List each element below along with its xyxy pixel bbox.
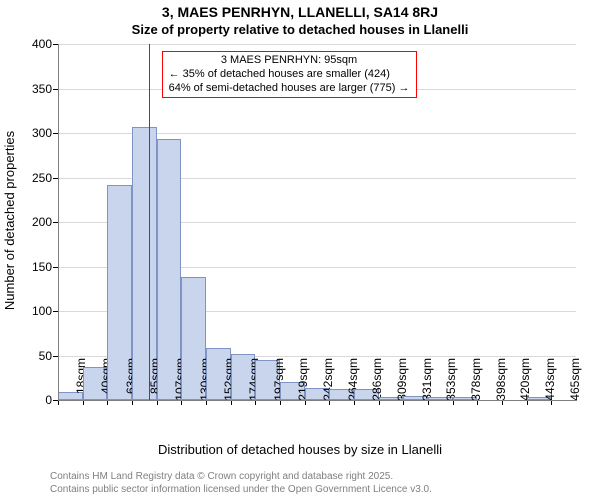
annotation-line-1: 3 MAES PENRHYN: 95sqm bbox=[169, 54, 410, 68]
marker-line bbox=[149, 44, 150, 400]
title-main-text: 3, MAES PENRHYN, LLANELLI, SA14 8RJ bbox=[162, 4, 438, 20]
x-axis-line bbox=[58, 400, 576, 401]
annotation-line-2: ← 35% of detached houses are smaller (42… bbox=[169, 68, 410, 82]
y-tick-label: 250 bbox=[20, 171, 52, 185]
y-tick-label: 300 bbox=[20, 126, 52, 140]
x-axis-label: Distribution of detached houses by size … bbox=[0, 442, 600, 457]
y-tick-label: 350 bbox=[20, 82, 52, 96]
annotation-line-3: 64% of semi-detached houses are larger (… bbox=[169, 82, 410, 96]
y-tick-label: 150 bbox=[20, 260, 52, 274]
gridline bbox=[58, 44, 576, 45]
y-axis-label: Number of detached properties bbox=[0, 0, 20, 440]
x-axis-label-text: Distribution of detached houses by size … bbox=[158, 442, 442, 457]
page-title: 3, MAES PENRHYN, LLANELLI, SA14 8RJ bbox=[0, 4, 600, 20]
page-subtitle: Size of property relative to detached ho… bbox=[0, 22, 600, 37]
credit-line-1: Contains HM Land Registry data © Crown c… bbox=[50, 471, 432, 484]
title-sub-text: Size of property relative to detached ho… bbox=[132, 22, 469, 37]
y-tick-label: 100 bbox=[20, 304, 52, 318]
annotation-box: 3 MAES PENRHYN: 95sqm← 35% of detached h… bbox=[162, 51, 417, 98]
credit-text: Contains HM Land Registry data © Crown c… bbox=[50, 471, 432, 496]
y-tick-label: 400 bbox=[20, 37, 52, 51]
y-tick-label: 200 bbox=[20, 215, 52, 229]
credit-line-2: Contains public sector information licen… bbox=[50, 484, 432, 497]
y-tick-label: 0 bbox=[20, 393, 52, 407]
y-axis-label-text: Number of detached properties bbox=[3, 130, 18, 309]
histogram-plot: 05010015020025030035040018sqm40sqm63sqm8… bbox=[58, 44, 576, 400]
y-axis-line bbox=[58, 44, 59, 400]
y-tick-label: 50 bbox=[20, 349, 52, 363]
